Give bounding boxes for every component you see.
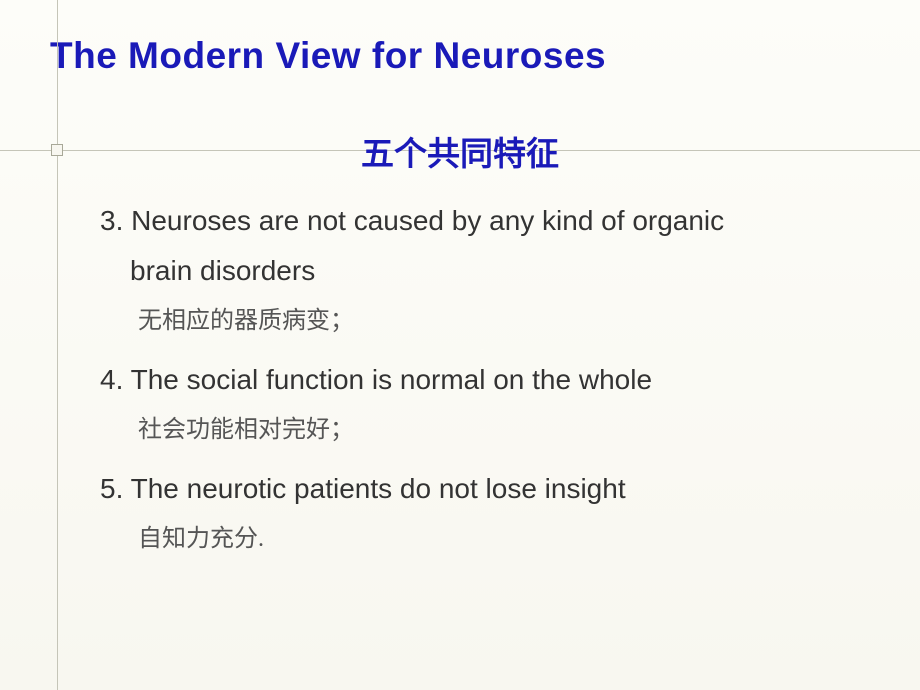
item-3-cn: 无相应的器质病变； [100,300,870,335]
content-area: 3. Neuroses are not caused by any kind o… [100,200,870,577]
item-4-en-line1: 4. The social function is normal on the … [100,359,870,401]
item-5-en-line1: 5. The neurotic patients do not lose ins… [100,468,870,510]
vertical-divider [57,0,58,690]
item-3-en-line1: 3. Neuroses are not caused by any kind o… [100,200,870,242]
item-3-en-line2: brain disorders [100,250,870,292]
item-5-cn: 自知力充分. [100,518,870,553]
slide-title: The Modern View for Neuroses [50,35,606,77]
slide-subtitle: 五个共同特征 [0,127,920,175]
slide-container: The Modern View for Neuroses 五个共同特征 3. N… [0,0,920,690]
item-4-cn: 社会功能相对完好； [100,409,870,444]
